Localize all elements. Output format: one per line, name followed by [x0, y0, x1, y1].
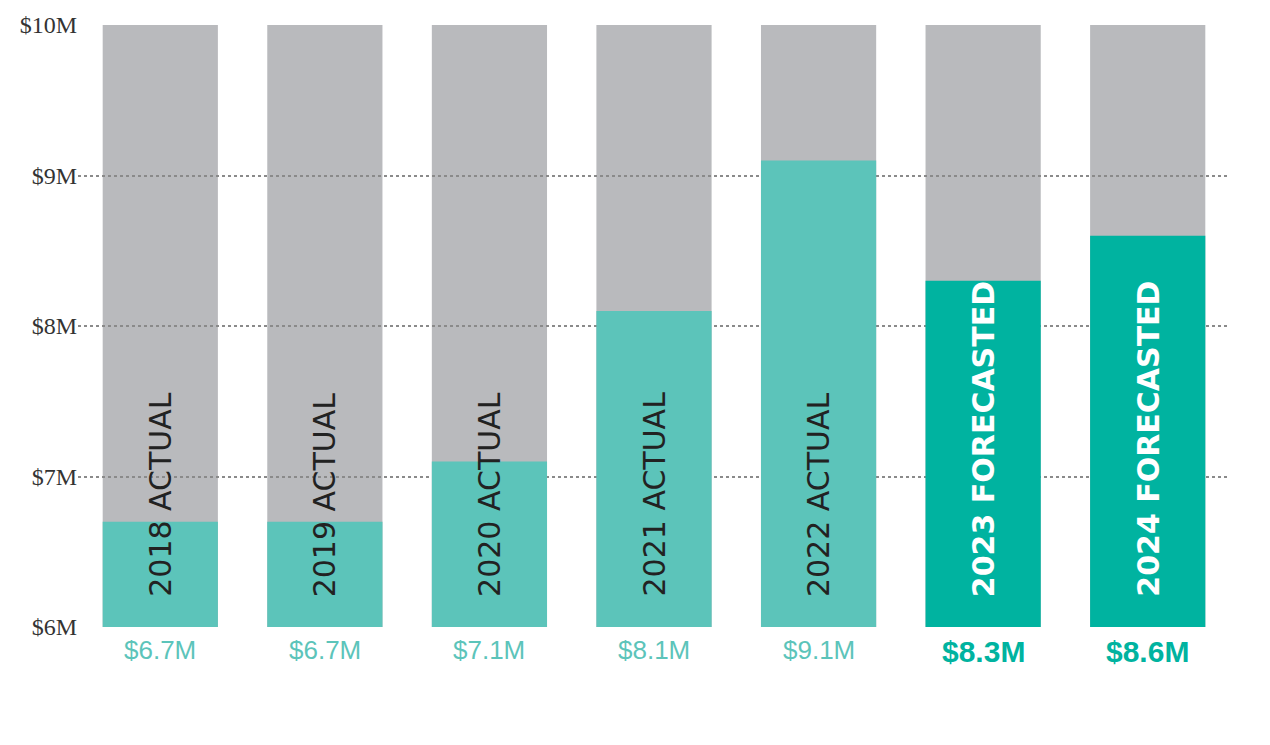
svg-text:$6.7M: $6.7M: [289, 635, 361, 665]
svg-text:$6.7M: $6.7M: [124, 635, 196, 665]
svg-text:$9M: $9M: [32, 163, 77, 189]
svg-text:2024 FORECASTED: 2024 FORECASTED: [1131, 280, 1166, 596]
svg-text:$6M: $6M: [32, 614, 77, 640]
svg-text:2018 ACTUAL: 2018 ACTUAL: [143, 392, 178, 597]
svg-text:$9.1M: $9.1M: [783, 635, 855, 665]
svg-text:2022 ACTUAL: 2022 ACTUAL: [801, 392, 836, 597]
svg-text:$10M: $10M: [20, 12, 77, 38]
svg-text:2021 ACTUAL: 2021 ACTUAL: [637, 392, 672, 597]
svg-text:2023 FORECASTED: 2023 FORECASTED: [966, 281, 1001, 597]
svg-text:$8M: $8M: [32, 313, 77, 339]
svg-text:$7.1M: $7.1M: [453, 635, 525, 665]
svg-text:$8.3M: $8.3M: [942, 635, 1025, 668]
svg-text:2019 ACTUAL: 2019 ACTUAL: [307, 393, 342, 598]
svg-text:$8.6M: $8.6M: [1106, 635, 1189, 668]
svg-text:$7M: $7M: [32, 464, 77, 490]
svg-text:2020 ACTUAL: 2020 ACTUAL: [472, 392, 507, 597]
svg-text:$8.1M: $8.1M: [618, 635, 690, 665]
